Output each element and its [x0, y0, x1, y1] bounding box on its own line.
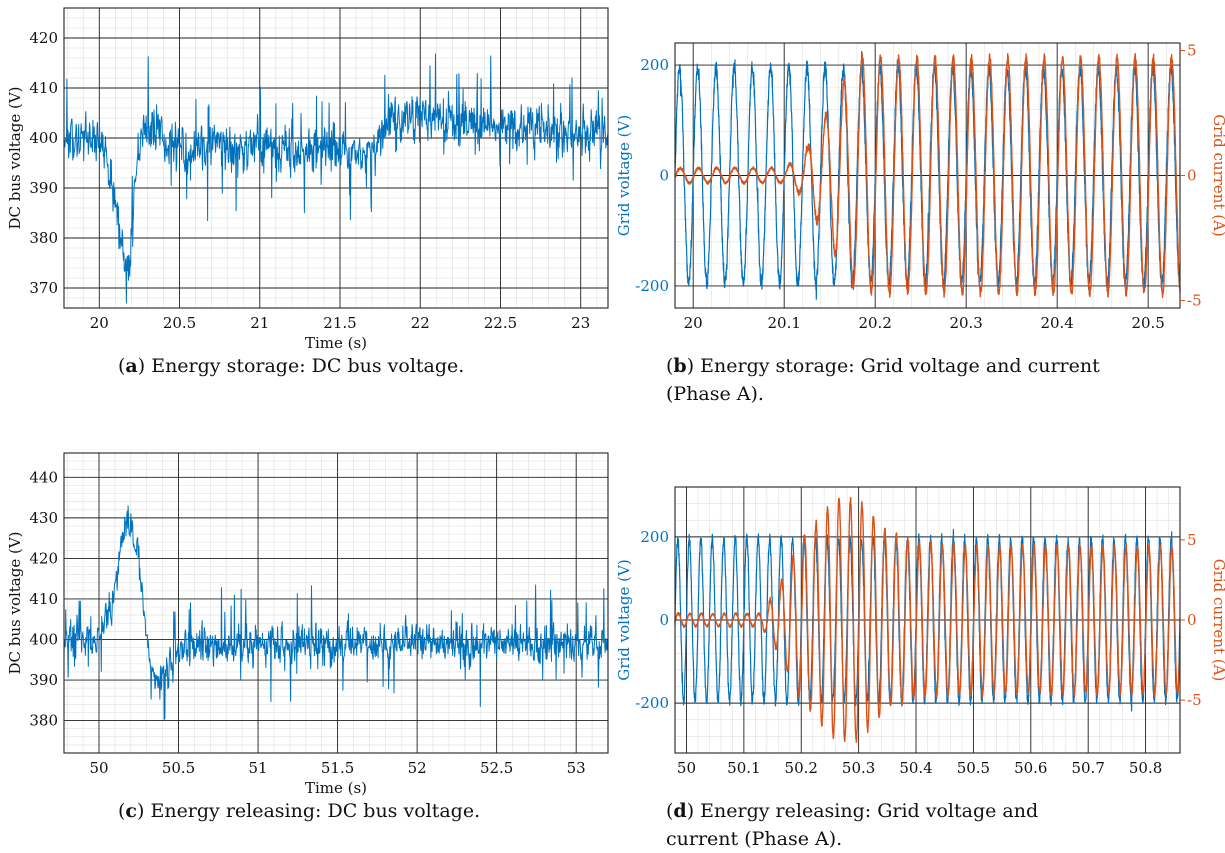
- x-tick-label: 50.1: [727, 759, 760, 777]
- chart-c: 50 50.5 51 51.5 52 52.5 53 380 390 400 410 420 430 44…: [6, 452, 609, 797]
- x-tick-label: 20.5: [163, 314, 196, 332]
- y-tick-label: 400: [29, 630, 58, 648]
- x-tick-label: 50.4: [899, 759, 932, 777]
- x-tick-label: 23: [571, 314, 590, 332]
- y-tick-label: 0: [659, 167, 669, 185]
- y2-tick-label: 0: [1187, 611, 1197, 629]
- x-tick-label: 52: [408, 759, 427, 777]
- y-tick-label: 380: [29, 712, 58, 730]
- x-axis-label: Time (s): [305, 334, 367, 352]
- y-tick-label: 390: [29, 671, 58, 689]
- x-axis-label: Time (s): [305, 779, 367, 797]
- x-tick-label: 20.5: [1131, 314, 1164, 332]
- series-line-grid-current: [674, 497, 1181, 744]
- caption-text: Energy storage: Grid voltage and current…: [666, 355, 1100, 405]
- caption-tag: c: [125, 800, 137, 822]
- x-tick-label: 20.2: [858, 314, 891, 332]
- y-tick-label: 400: [29, 129, 58, 147]
- y-tick-label: 380: [29, 229, 58, 247]
- y-tick-label: 370: [29, 279, 58, 297]
- y2-axis-label: Grid current (A): [1210, 114, 1225, 237]
- y-tick-label: -200: [635, 694, 669, 712]
- x-tick-label: 20.4: [1040, 314, 1073, 332]
- caption-text: Energy releasing: Grid voltage and curre…: [666, 800, 1039, 850]
- caption-b: (b) Energy storage: Grid voltage and cur…: [666, 355, 1100, 405]
- y-tick-label: 420: [29, 29, 58, 47]
- caption-text: Energy storage: DC bus voltage.: [145, 355, 465, 377]
- x-tick-label: 20: [684, 314, 703, 332]
- y2-axis-label: Grid current (A): [1210, 559, 1225, 682]
- plot-frame: [63, 7, 609, 309]
- chart-d: 50 50.1 50.2 50.3 50.4 50.5 50.6 50.7 50.8-20002…: [615, 486, 1225, 777]
- y-axis-label: DC bus voltage (V): [6, 531, 24, 674]
- x-tick-label: 20.3: [949, 314, 982, 332]
- x-tick-label: 50.8: [1129, 759, 1162, 777]
- y2-tick-label: -5: [1187, 691, 1202, 709]
- caption-tag: d: [673, 800, 687, 822]
- y2-tick-label: 5: [1187, 42, 1197, 60]
- y-tick-label: 440: [29, 468, 58, 486]
- caption-c: (c) Energy releasing: DC bus voltage.: [118, 800, 481, 822]
- series-line-dc-bus-voltage: [63, 505, 609, 721]
- x-tick-label: 50.5: [162, 759, 195, 777]
- y-tick-label: 420: [29, 549, 58, 567]
- x-tick-label: 50.6: [1014, 759, 1047, 777]
- y-tick-label: 200: [640, 528, 669, 546]
- x-tick-label: 50.7: [1071, 759, 1104, 777]
- caption-a: (a) Energy storage: DC bus voltage.: [118, 355, 465, 377]
- chart-a: 20 20.5 21 21.5 22 22.5 23 370 380 390 400 410 420 Ti…: [6, 7, 609, 352]
- y-tick-label: -200: [635, 277, 669, 295]
- x-tick-label: 21: [250, 314, 269, 332]
- y-tick-label: 0: [659, 611, 669, 629]
- x-tick-label: 22.5: [484, 314, 517, 332]
- caption-d: (d) Energy releasing: Grid voltage and c…: [666, 800, 1039, 850]
- caption-tag: a: [125, 355, 138, 377]
- x-tick-label: 53: [567, 759, 586, 777]
- y-axis-label: Grid voltage (V): [615, 115, 633, 236]
- x-tick-label: 50: [677, 759, 696, 777]
- x-tick-label: 51: [249, 759, 268, 777]
- plot-frame: [63, 452, 609, 754]
- x-tick-label: 52.5: [480, 759, 513, 777]
- y-tick-label: 390: [29, 179, 58, 197]
- chart-b: 20 20.1 20.2 20.3 20.4 20.5 -200 0 200 Grid volta…: [615, 42, 1225, 333]
- y-tick-label: 430: [29, 509, 58, 527]
- caption-text: Energy releasing: DC bus voltage.: [144, 800, 481, 822]
- x-tick-label: 50.5: [957, 759, 990, 777]
- x-tick-label: 51.5: [321, 759, 354, 777]
- series-line-dc-bus-voltage: [63, 53, 609, 304]
- x-tick-label: 20: [90, 314, 109, 332]
- y-axis-label: DC bus voltage (V): [6, 86, 24, 229]
- y2-tick-label: -5: [1187, 292, 1202, 310]
- x-tick-label: 50: [89, 759, 108, 777]
- y-axis-label: Grid voltage (V): [615, 559, 633, 680]
- x-tick-label: 50.3: [842, 759, 875, 777]
- series-line-grid-current: [674, 53, 1181, 299]
- y-tick-label: 410: [29, 79, 58, 97]
- y-tick-label: 200: [640, 56, 669, 74]
- y2-tick-label: 5: [1187, 531, 1197, 549]
- x-tick-label: 20.1: [767, 314, 800, 332]
- x-tick-label: 22: [411, 314, 430, 332]
- y-tick-label: 410: [29, 590, 58, 608]
- caption-tag: b: [673, 355, 687, 377]
- y2-tick-label: 0: [1187, 167, 1197, 185]
- x-tick-label: 50.2: [785, 759, 818, 777]
- x-tick-label: 21.5: [323, 314, 356, 332]
